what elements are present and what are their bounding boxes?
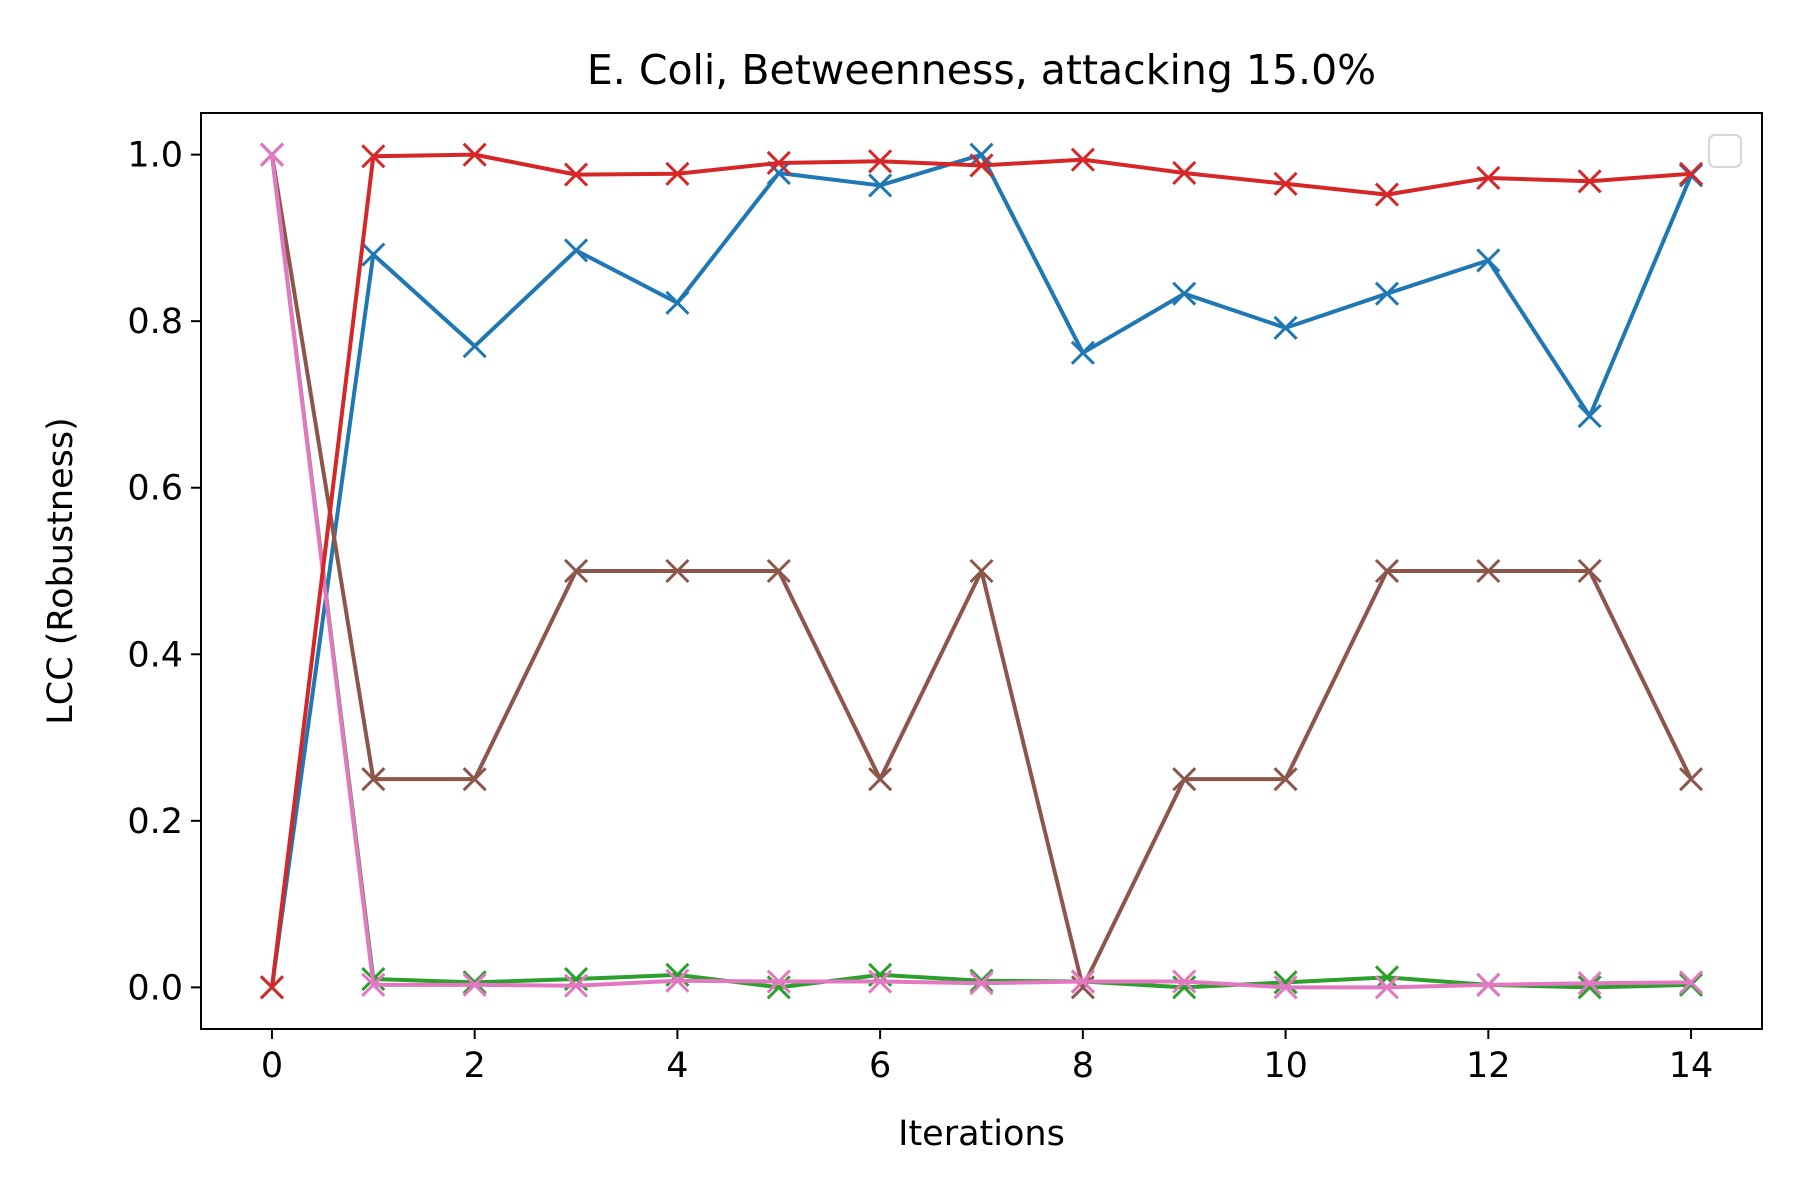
data-point-marker	[259, 142, 285, 167]
data-point-marker	[1374, 965, 1400, 990]
data-point-marker	[665, 558, 690, 584]
data-point-marker	[665, 968, 690, 993]
data-point-marker	[969, 153, 994, 178]
y-tick-label: 0.6	[127, 469, 183, 509]
data-point-marker	[1374, 281, 1400, 306]
data-point-marker	[361, 242, 386, 267]
y-tick-label: 0.4	[127, 635, 183, 675]
data-point-marker	[1678, 972, 1704, 997]
data-point-marker	[665, 290, 690, 315]
data-point-marker	[1374, 558, 1400, 584]
data-point-marker	[969, 558, 994, 584]
x-axis-ticks: 0 2 4 6 8 10 12 14	[261, 1029, 1714, 1086]
data-point-marker	[1476, 165, 1501, 191]
data-point-marker	[1070, 969, 1095, 994]
data-point-marker	[563, 558, 589, 584]
data-point-marker	[766, 150, 791, 176]
data-point-marker	[766, 558, 791, 584]
data-point-marker	[462, 334, 487, 359]
data-point-marker	[1476, 972, 1501, 997]
x-tick-label: 14	[1669, 1046, 1714, 1086]
series-3	[259, 142, 1704, 1000]
data-point-marker	[361, 144, 386, 169]
data-point-marker	[1273, 171, 1298, 196]
data-point-marker	[1678, 161, 1704, 186]
data-point-marker	[868, 173, 893, 198]
data-point-marker	[563, 973, 589, 998]
y-tick-label: 0.8	[127, 302, 183, 342]
data-point-marker	[259, 975, 285, 1000]
data-point-marker	[1070, 340, 1095, 365]
data-point-marker	[1374, 182, 1400, 207]
y-tick-label: 0.0	[127, 968, 183, 1008]
data-point-marker	[1476, 558, 1501, 584]
data-point-marker	[1172, 281, 1197, 306]
data-point-marker	[1577, 971, 1602, 996]
series-4	[259, 142, 1704, 1000]
data-point-marker	[1678, 767, 1704, 792]
x-axis-label: Iterations	[898, 1114, 1065, 1154]
chart-title: E. Coli, Betweenness, attacking 15.0%	[587, 46, 1376, 94]
data-point-marker	[563, 238, 589, 263]
series-0	[259, 142, 1704, 1000]
data-point-marker	[1273, 975, 1298, 1000]
data-point-marker	[766, 969, 791, 994]
data-point-marker	[1070, 147, 1095, 172]
x-tick-label: 8	[1072, 1046, 1094, 1086]
data-point-marker	[1577, 404, 1602, 429]
data-point-marker	[361, 767, 386, 792]
x-tick-label: 6	[869, 1046, 891, 1086]
data-point-marker	[563, 162, 589, 187]
data-point-marker	[1172, 767, 1197, 792]
y-tick-label: 0.2	[127, 802, 183, 842]
data-point-marker	[1273, 315, 1298, 340]
data-point-marker	[462, 970, 487, 995]
data-point-marker	[868, 969, 893, 994]
data-point-marker	[1476, 248, 1501, 273]
data-point-marker	[462, 767, 487, 792]
x-tick-label: 12	[1466, 1046, 1511, 1086]
plot-frame	[200, 112, 1763, 1030]
y-tick-label: 1.0	[127, 136, 183, 176]
data-point-marker	[1678, 970, 1704, 995]
data-point-marker	[462, 972, 487, 997]
y-axis-ticks: 0.0 0.2 0.4 0.6 0.8 1.0	[127, 136, 201, 1008]
data-point-marker	[1577, 975, 1602, 1000]
data-point-marker	[1374, 975, 1400, 1000]
data-point-marker	[1577, 169, 1602, 194]
data-point-marker	[462, 142, 487, 167]
data-point-marker	[1273, 970, 1298, 995]
data-point-marker	[969, 971, 994, 996]
data-point-marker	[1172, 969, 1197, 994]
data-point-marker	[969, 142, 994, 167]
data-point-marker	[1273, 767, 1298, 792]
series-layer	[259, 142, 1704, 1000]
x-tick-label: 4	[666, 1046, 688, 1086]
x-tick-label: 2	[464, 1046, 486, 1086]
data-point-marker	[1172, 160, 1197, 186]
x-tick-label: 10	[1263, 1046, 1308, 1086]
y-axis-label: LCC (Robustness)	[41, 417, 81, 725]
data-point-marker	[665, 161, 690, 186]
data-point-marker	[361, 972, 386, 997]
x-tick-label: 0	[261, 1046, 283, 1086]
data-point-marker	[868, 767, 893, 792]
legend-box	[1708, 134, 1742, 168]
data-point-marker	[969, 968, 994, 993]
data-point-marker	[868, 149, 893, 174]
data-point-marker	[1577, 558, 1602, 584]
